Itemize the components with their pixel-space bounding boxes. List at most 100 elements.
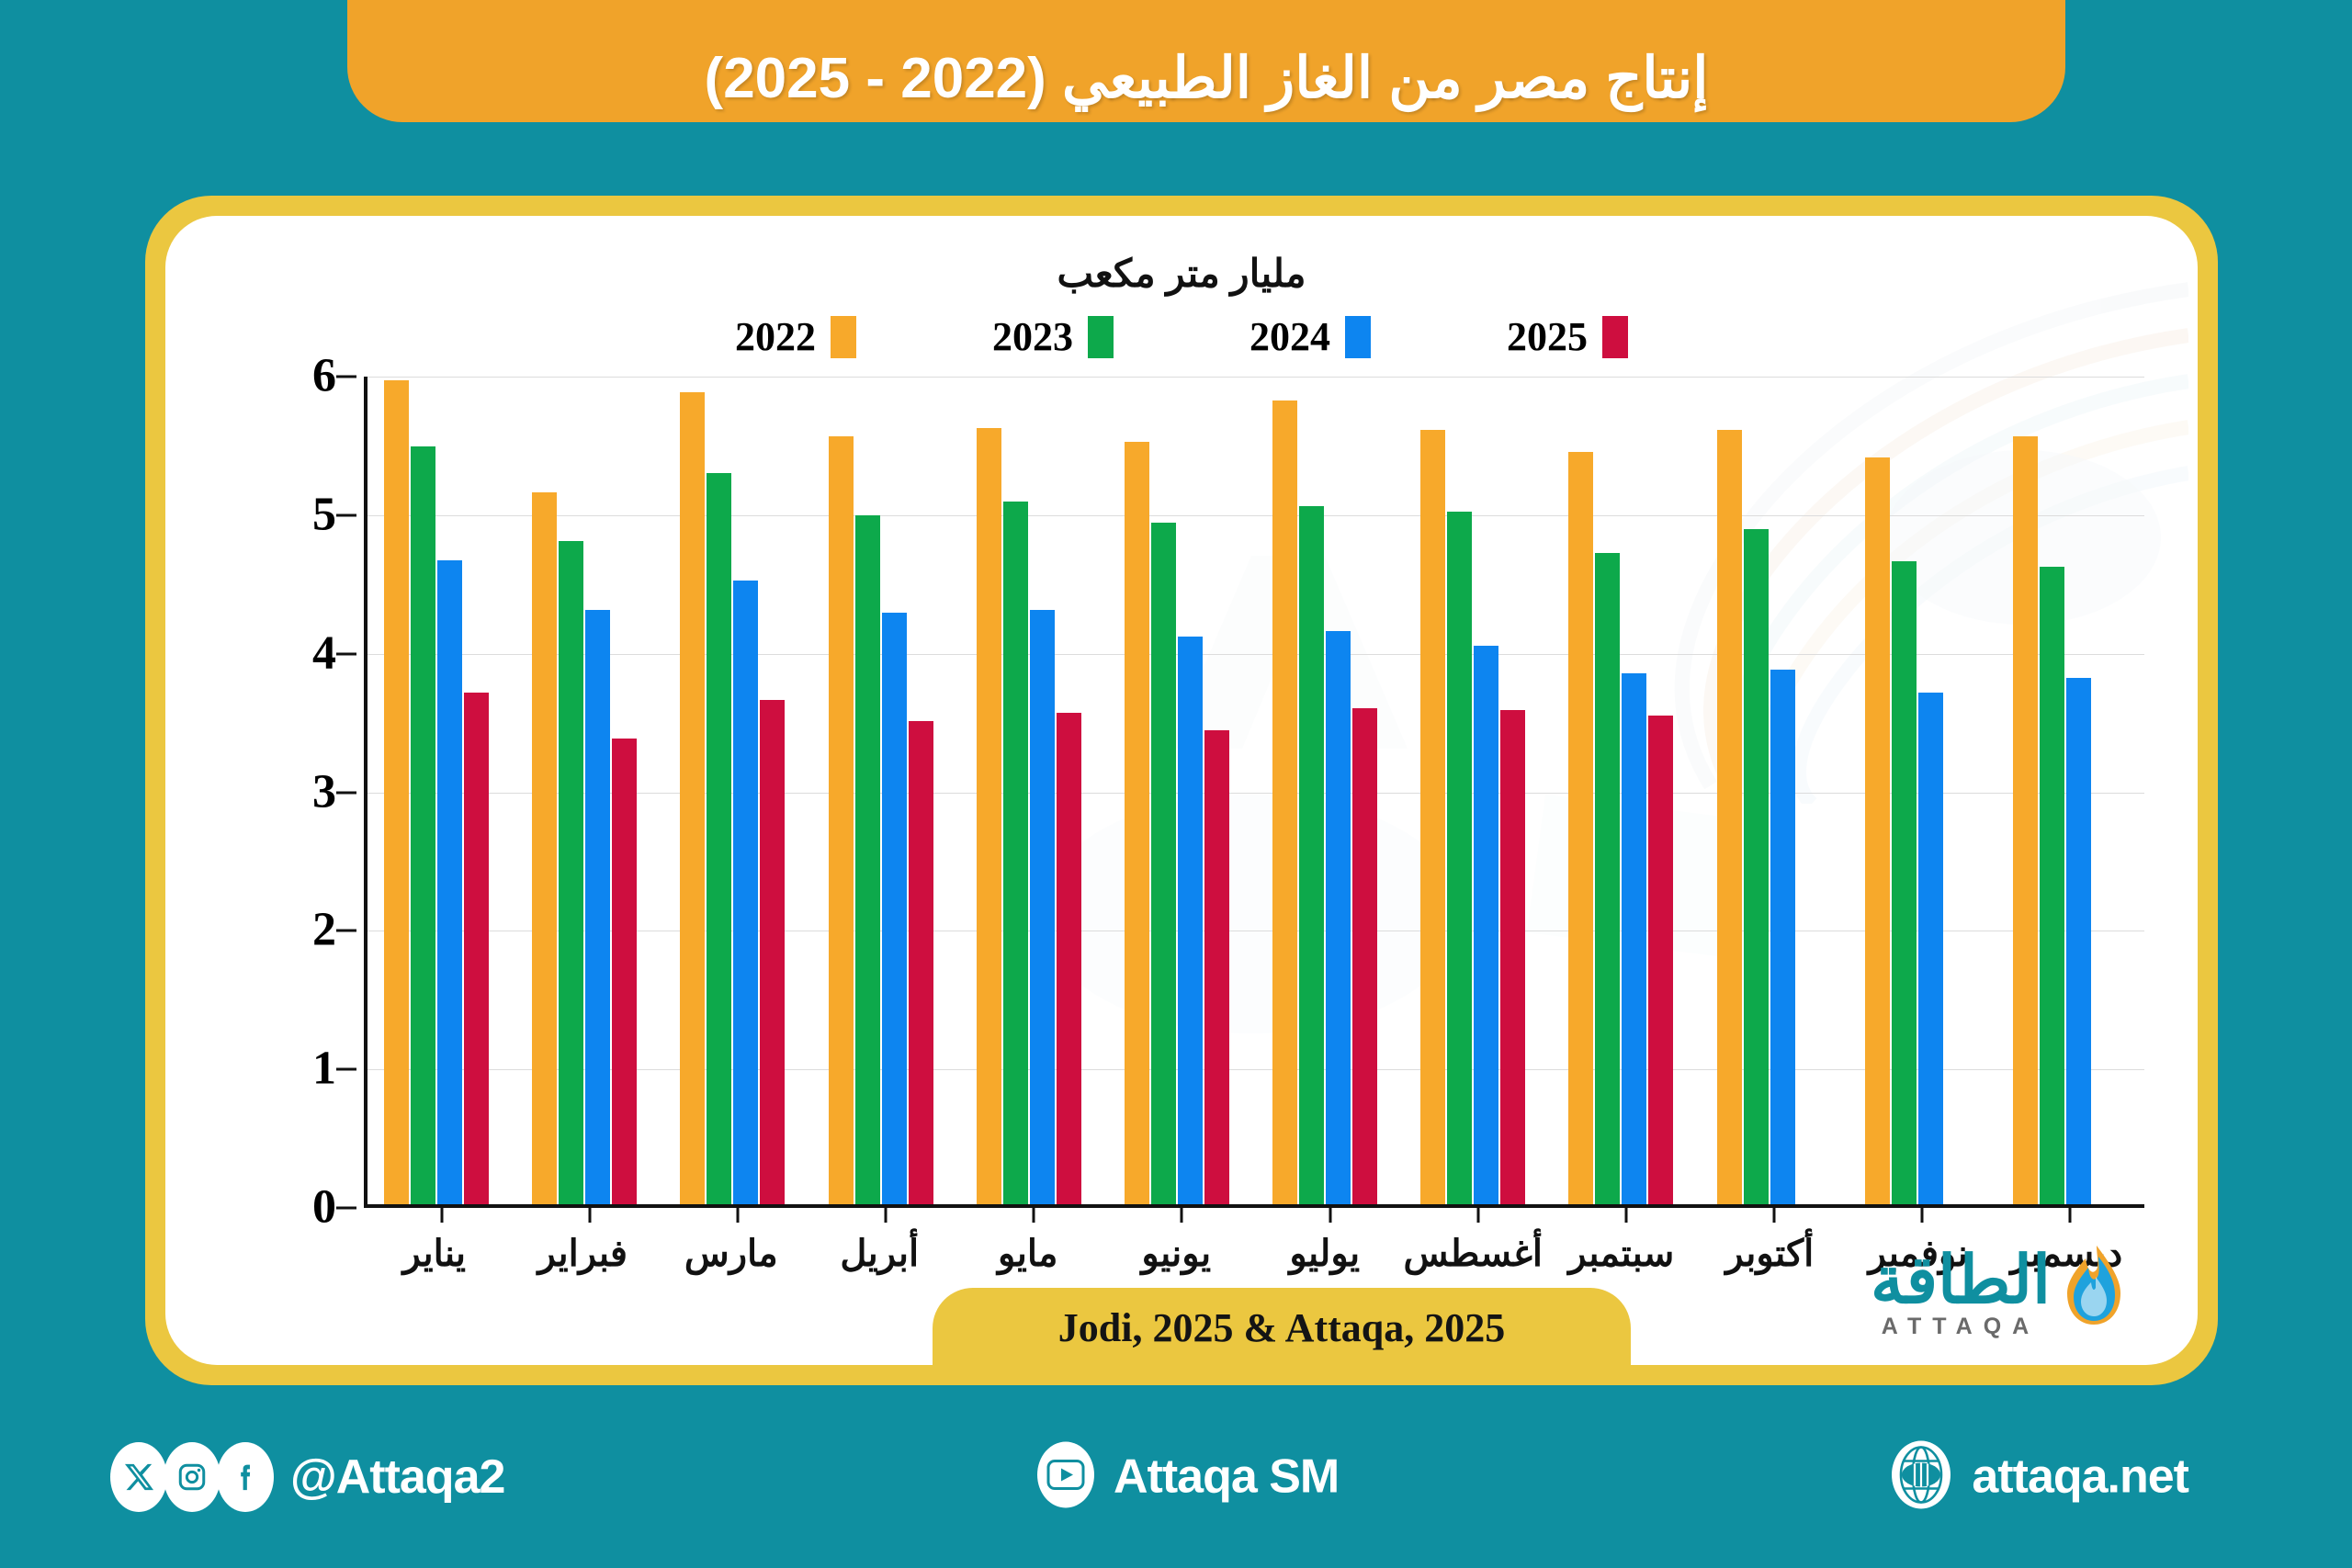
bar-2024-1[interactable] bbox=[437, 559, 462, 1204]
bar-group-8 bbox=[1404, 377, 1552, 1223]
x-label-cell-7: يوليو bbox=[1254, 1229, 1403, 1339]
bar-2024-3[interactable] bbox=[733, 581, 759, 1204]
bar-groups bbox=[368, 377, 2144, 1223]
bar-2023-2[interactable] bbox=[559, 540, 584, 1204]
x-label-cell-5: مايو bbox=[957, 1229, 1106, 1339]
youtube-icon[interactable] bbox=[1036, 1440, 1095, 1513]
bar-2022-11[interactable] bbox=[1864, 457, 1890, 1204]
bar-2024-5[interactable] bbox=[1029, 609, 1055, 1204]
bar-2023-11[interactable] bbox=[1891, 561, 1917, 1204]
bar-2022-1[interactable] bbox=[384, 379, 409, 1204]
y-tick-mark-3 bbox=[336, 791, 356, 794]
x-axis-label-7: يوليو bbox=[1289, 1234, 1361, 1274]
bar-group-5 bbox=[960, 377, 1108, 1223]
legend-swatch-2025 bbox=[1602, 315, 1628, 358]
bar-2022-8[interactable] bbox=[1420, 429, 1446, 1204]
bar-group-2 bbox=[515, 377, 663, 1223]
bar-2024-10[interactable] bbox=[1770, 669, 1795, 1204]
bar-2024-7[interactable] bbox=[1326, 630, 1351, 1204]
legend-swatch-2023 bbox=[1088, 315, 1114, 358]
bar-2022-4[interactable] bbox=[828, 436, 854, 1204]
x-tick-8 bbox=[1476, 1204, 1480, 1223]
chart-units-label: مليار متر مكعب bbox=[1057, 252, 1306, 295]
x-axis-label-1: يناير bbox=[402, 1234, 467, 1274]
bar-2024-2[interactable] bbox=[585, 609, 611, 1204]
bar-2024-12[interactable] bbox=[2065, 677, 2091, 1204]
x-label-cell-9: سبتمبر bbox=[1551, 1229, 1700, 1339]
x-label-cell-10: أكتوبر bbox=[1700, 1229, 1849, 1339]
x-label-cell-3: مارس bbox=[661, 1229, 809, 1339]
bar-2025-2[interactable] bbox=[612, 739, 638, 1204]
globe-icon[interactable] bbox=[1891, 1439, 1951, 1514]
x-axis-label-2: فبراير bbox=[537, 1234, 628, 1274]
x-axis-label-5: مايو bbox=[998, 1234, 1058, 1274]
y-tick-mark-5 bbox=[336, 513, 356, 517]
bar-2022-9[interactable] bbox=[1568, 451, 1594, 1204]
x-axis-labels: يناير فبراير مارس أبريل مايو يونيو يوليو أغسطس س… bbox=[364, 1229, 2144, 1339]
bar-2022-6[interactable] bbox=[1124, 442, 1149, 1204]
bar-2025-4[interactable] bbox=[908, 720, 933, 1204]
legend-item-2023[interactable]: 2023 bbox=[992, 313, 1114, 360]
bar-2023-10[interactable] bbox=[1743, 529, 1769, 1204]
bar-group-9 bbox=[1552, 377, 1700, 1223]
footer-handle[interactable]: @Attaqa2 bbox=[290, 1450, 505, 1504]
bar-2023-4[interactable] bbox=[854, 515, 880, 1204]
footer-youtube-group[interactable]: Attaqa SM bbox=[1036, 1440, 1340, 1513]
bar-2025-7[interactable] bbox=[1352, 708, 1378, 1204]
instagram-icon[interactable] bbox=[164, 1441, 220, 1512]
legend-item-2022[interactable]: 2022 bbox=[735, 313, 856, 360]
bar-2022-2[interactable] bbox=[532, 491, 558, 1204]
plot-inner bbox=[364, 377, 2144, 1223]
bar-2023-3[interactable] bbox=[707, 472, 732, 1204]
bar-2023-7[interactable] bbox=[1299, 505, 1325, 1204]
bar-2025-9[interactable] bbox=[1648, 715, 1674, 1204]
bar-2024-4[interactable] bbox=[881, 612, 907, 1204]
x-tick-1 bbox=[440, 1204, 444, 1223]
bar-group-10 bbox=[1701, 377, 1849, 1223]
bar-2024-6[interactable] bbox=[1177, 636, 1203, 1204]
bar-2025-6[interactable] bbox=[1204, 730, 1229, 1204]
bar-2025-8[interactable] bbox=[1500, 709, 1526, 1204]
x-tick-2 bbox=[588, 1204, 592, 1223]
legend-item-2024[interactable]: 2024 bbox=[1250, 313, 1371, 360]
x-label-cell-8: أغسطس bbox=[1403, 1229, 1552, 1339]
bar-2022-7[interactable] bbox=[1272, 400, 1298, 1204]
bar-2023-5[interactable] bbox=[1002, 502, 1028, 1204]
bar-2023-12[interactable] bbox=[2039, 567, 2064, 1204]
attaqa-logo-word: الطاقة bbox=[1871, 1244, 2051, 1318]
bar-2022-5[interactable] bbox=[976, 428, 1001, 1204]
page-title: إنتاج مصر من الغاز الطبيعي (2022 - 2025) bbox=[704, 47, 1709, 110]
y-axis: 0 1 2 3 4 5 6 bbox=[285, 349, 356, 1233]
bar-2023-8[interactable] bbox=[1447, 511, 1473, 1204]
bar-2022-10[interactable] bbox=[1716, 429, 1742, 1204]
bar-2023-1[interactable] bbox=[411, 446, 435, 1204]
y-tick-label-5: 5 bbox=[312, 488, 336, 541]
bar-2023-9[interactable] bbox=[1595, 553, 1621, 1204]
bar-2024-8[interactable] bbox=[1474, 646, 1499, 1204]
bar-2022-12[interactable] bbox=[2012, 436, 2038, 1204]
y-tick-mark-2 bbox=[336, 929, 356, 932]
footer-website-group[interactable]: attaqa.net bbox=[1891, 1439, 2189, 1514]
bar-2023-6[interactable] bbox=[1150, 522, 1176, 1204]
bar-group-6 bbox=[1108, 377, 1256, 1223]
bar-2024-9[interactable] bbox=[1622, 673, 1647, 1204]
y-tick-mark-0 bbox=[336, 1206, 356, 1210]
attaqa-logo: الطاقة ATTAQA bbox=[1804, 1238, 2120, 1352]
bar-2025-1[interactable] bbox=[464, 693, 489, 1204]
legend-item-2025[interactable]: 2025 bbox=[1507, 313, 1628, 360]
chart-card: مليار متر مكعب 2022 2023 2024 2025 0 1 2 3 4… bbox=[165, 216, 2198, 1365]
footer-website-label: attaqa.net bbox=[1972, 1450, 2189, 1504]
x-axis-label-6: يونيو bbox=[1141, 1234, 1212, 1274]
y-tick-label-3: 3 bbox=[312, 764, 336, 818]
bar-2025-5[interactable] bbox=[1056, 712, 1081, 1204]
facebook-icon[interactable] bbox=[217, 1441, 274, 1512]
source-text: Jodi, 2025 & Attaqa, 2025 bbox=[1057, 1304, 1506, 1350]
gridline-1 bbox=[368, 1069, 2144, 1071]
bar-2025-3[interactable] bbox=[760, 699, 786, 1204]
chart-legend: 2022 2023 2024 2025 bbox=[165, 313, 2198, 360]
legend-swatch-2022 bbox=[831, 315, 856, 358]
bar-2022-3[interactable] bbox=[680, 392, 706, 1204]
x-icon[interactable] bbox=[110, 1441, 167, 1512]
y-tick-label-4: 4 bbox=[312, 626, 336, 679]
bar-2024-11[interactable] bbox=[1917, 693, 1943, 1204]
